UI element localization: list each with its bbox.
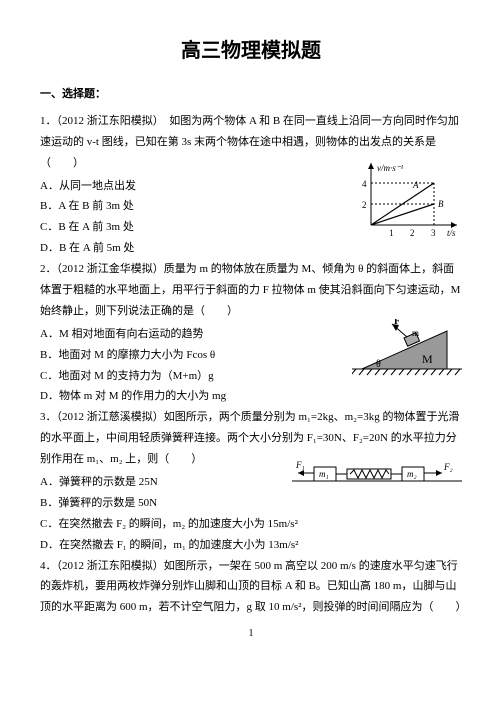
svg-text:m₁: m₁	[319, 469, 329, 479]
q2-opt-d: D．物体 m 对 M 的作用力的大小为 mg	[40, 386, 462, 407]
svg-text:v/m·s⁻¹: v/m·s⁻¹	[377, 163, 403, 173]
svg-text:A: A	[412, 180, 419, 190]
svg-text:m₂: m₂	[407, 469, 417, 479]
q2-figure: F m M θ	[352, 319, 462, 385]
svg-text:4: 4	[362, 179, 367, 189]
q1-figure: v/m·s⁻¹ t/s 4 2 1 2 3 A B	[357, 159, 462, 239]
svg-text:2: 2	[362, 200, 367, 210]
question-3: 3．（2012 浙江慈溪模拟）如图所示，两个质量分别为 m₁=2kg、m₂=3k…	[40, 407, 462, 555]
svg-text:1: 1	[389, 228, 394, 238]
question-4: 4．（2012 浙江东阳模拟）如图所示，一架在 500 m 高空以 200 m/…	[40, 556, 462, 619]
svg-text:t/s: t/s	[447, 228, 456, 238]
svg-text:F₂: F₂	[443, 462, 453, 472]
q3-opt-c: C．在突然撤去 F₂ 的瞬间，m₂ 的加速度大小为 15m/s²	[40, 514, 462, 535]
svg-text:F: F	[394, 319, 400, 327]
q1-opt-d: D．B 在 A 前 5m 处	[40, 238, 462, 259]
q3-opt-b: B．弹簧秤的示数是 50N	[40, 493, 462, 514]
svg-text:F₁: F₁	[295, 460, 305, 470]
question-2: 2．（2012 浙江金华模拟）质量为 m 的物体放在质量为 M、倾角为 θ 的斜…	[40, 259, 462, 407]
page-title: 高三物理模拟题	[40, 32, 462, 70]
q3-figure: F₁ m₁ m₂ F₂	[292, 459, 462, 487]
q4-stem: 4．（2012 浙江东阳模拟）如图所示，一架在 500 m 高空以 200 m/…	[40, 556, 462, 619]
svg-text:m: m	[412, 328, 419, 338]
svg-text:θ: θ	[376, 359, 381, 370]
svg-text:B: B	[438, 199, 444, 209]
svg-text:3: 3	[431, 228, 436, 238]
page-number: 1	[40, 624, 462, 643]
section-heading: 一、选择题：	[40, 84, 462, 105]
svg-text:M: M	[422, 352, 433, 366]
question-1: 1．（2012 浙江东阳模拟） 如图为两个物体 A 和 B 在同一直线上沿同一方…	[40, 111, 462, 259]
q3-opt-d: D．在突然撤去 F₁ 的瞬间，m₁ 的加速度大小为 13m/s²	[40, 535, 462, 556]
q2-stem: 2．（2012 浙江金华模拟）质量为 m 的物体放在质量为 M、倾角为 θ 的斜…	[40, 259, 462, 322]
svg-text:2: 2	[410, 228, 415, 238]
